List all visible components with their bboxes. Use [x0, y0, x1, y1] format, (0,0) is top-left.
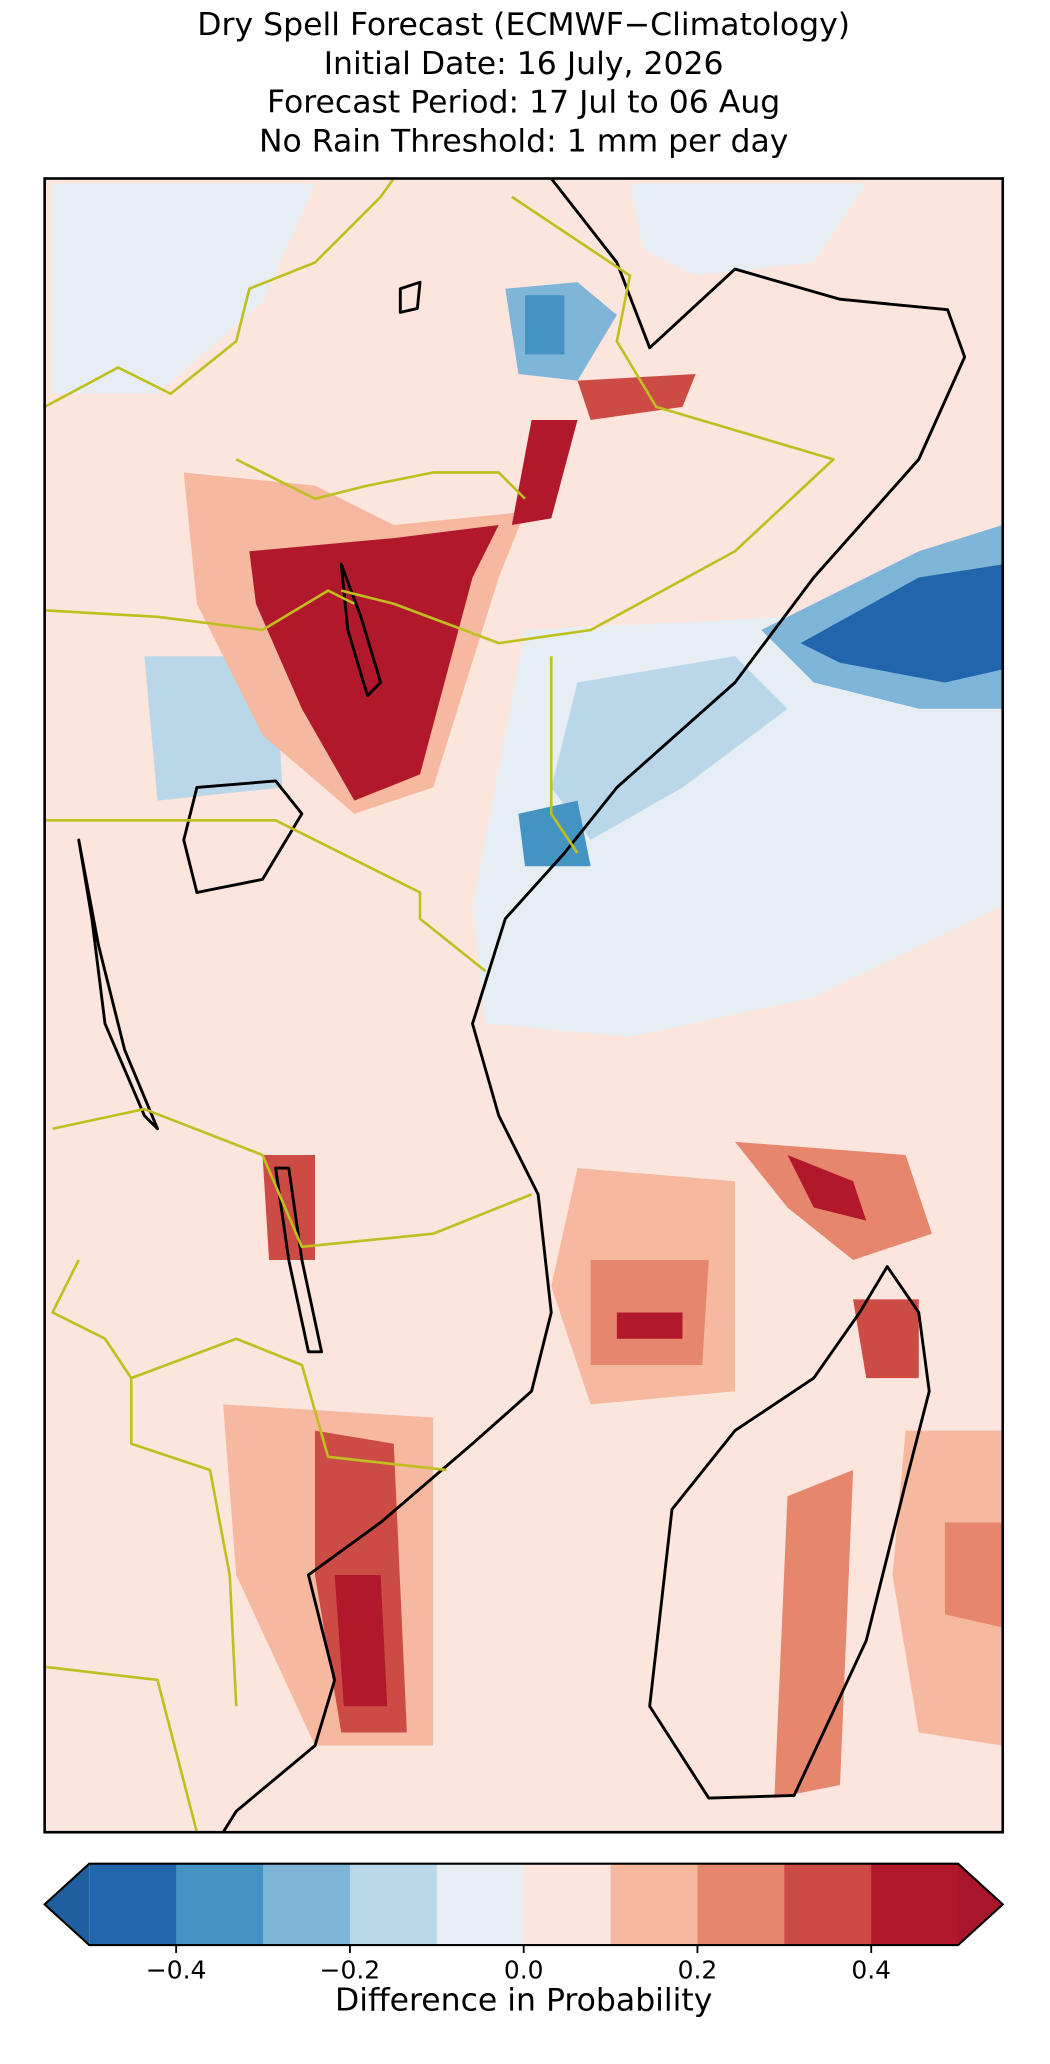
field-patch: [616, 1312, 683, 1339]
colorbar-label: Difference in Probability: [335, 1983, 712, 2019]
border: [44, 1665, 199, 1833]
border: [44, 589, 355, 632]
field-patch: [52, 183, 316, 394]
field-patch: [629, 183, 867, 276]
lake: [77, 838, 159, 1131]
colorbar-segment: [697, 1863, 786, 1946]
colorbar: −0.4 −0.2 0.0 0.2 0.4 Difference in Probabili…: [43, 1862, 1005, 2019]
border: [51, 1259, 238, 1707]
field-patch: [944, 1522, 1003, 1628]
lake: [274, 1166, 324, 1354]
title-line: Initial Date: 16 July, 2026: [324, 46, 724, 82]
colorbar-extend-min: [44, 1863, 90, 1946]
border: [340, 195, 835, 645]
lake: [339, 562, 383, 698]
colorbar-segment: [610, 1863, 699, 1946]
title-line: No Rain Threshold: 1 mm per day: [259, 123, 788, 159]
titles: Dry Spell Forecast (ECMWF−Climatology)In…: [197, 7, 850, 159]
field-patch: [334, 1574, 388, 1707]
colorbar-outline: [43, 1862, 1005, 1947]
colorbar-tick-label: 0.0: [504, 1955, 544, 1984]
title-line: Forecast Period: 17 Jul to 06 Aug: [267, 85, 780, 121]
border: [44, 818, 487, 973]
colorbar-tick-label: −0.4: [146, 1955, 207, 1984]
colorbar-segment: [436, 1863, 525, 1946]
colorbar-segment: [784, 1863, 872, 1946]
border: [52, 1107, 533, 1249]
colorbar-tick-label: −0.2: [320, 1955, 381, 1984]
field-patch: [774, 1469, 854, 1799]
map-frame: [43, 177, 1005, 1834]
field-patch: [511, 419, 578, 525]
field-patch: [853, 1299, 919, 1379]
colorbar-segment: [523, 1863, 612, 1946]
colorbar-segment: [89, 1863, 177, 1946]
colorbar-segment: [176, 1863, 264, 1946]
field-patch: [800, 564, 1003, 683]
lake: [182, 779, 304, 894]
field-patch: [787, 1154, 867, 1221]
map: [44, 178, 1003, 1833]
colorbar-extend-max: [958, 1863, 1003, 1946]
colorbar-segment: [349, 1863, 438, 1946]
field-patch: [525, 295, 565, 355]
border: [549, 656, 579, 854]
border: [235, 458, 526, 501]
field-patch: [262, 1154, 316, 1260]
border: [130, 1337, 447, 1472]
colorbar-segment: [871, 1863, 959, 1946]
coastline: [221, 178, 967, 1833]
colorbar-tick-label: 0.2: [678, 1955, 718, 1984]
title-line: Dry Spell Forecast (ECMWF−Climatology): [197, 7, 850, 43]
colorbar-segment: [263, 1863, 351, 1946]
lake: [398, 280, 422, 314]
field-patch: [518, 800, 591, 867]
coastline: [648, 1265, 931, 1800]
border: [44, 178, 395, 409]
colorbar-tick-label: 0.4: [851, 1955, 891, 1984]
